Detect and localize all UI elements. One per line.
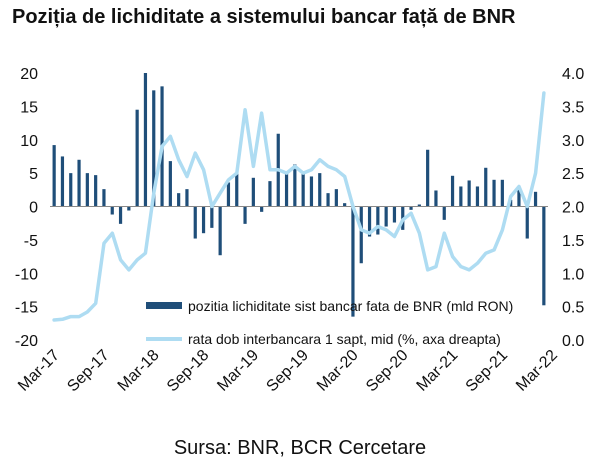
- bar: [293, 164, 297, 207]
- bar-series: [52, 73, 546, 317]
- bar: [177, 193, 181, 207]
- bar: [475, 186, 480, 207]
- x-tick-label: Mar-22: [513, 347, 561, 395]
- right-tick-label: 3.0: [562, 133, 584, 150]
- bar: [359, 206, 363, 264]
- left-tick-label: 0: [29, 200, 38, 217]
- bar: [251, 177, 255, 207]
- left-tick-label: -15: [15, 300, 38, 317]
- bar: [318, 173, 322, 207]
- bar: [127, 206, 131, 211]
- left-tick-label: -5: [24, 233, 38, 250]
- bar: [152, 90, 156, 207]
- bar: [193, 206, 197, 239]
- right-tick-label: 2.5: [562, 166, 584, 183]
- right-tick-label: 1.0: [562, 266, 584, 283]
- bar: [343, 203, 347, 207]
- bar: [135, 109, 139, 207]
- right-tick-label: 3.5: [562, 99, 584, 116]
- bar: [309, 176, 314, 207]
- left-tick-label: 5: [29, 166, 38, 183]
- x-tick-label: Mar-17: [15, 347, 63, 395]
- bar: [243, 206, 247, 224]
- bar: [110, 206, 114, 215]
- bar: [284, 173, 289, 207]
- left-axis-ticks: 20 15 10 5 0 -5 -10 -15 -20: [15, 66, 38, 350]
- source-note: Sursa: BNR, BCR Cercetare: [173, 437, 427, 459]
- bar: [442, 206, 446, 220]
- legend: pozitia lichiditate sist bancar fata de …: [146, 298, 513, 347]
- bar: [260, 206, 264, 212]
- bar: [268, 181, 272, 207]
- bar: [417, 204, 421, 207]
- bar: [210, 206, 214, 228]
- bar: [52, 145, 56, 207]
- bar: [492, 179, 496, 207]
- legend-line-label: rata dob interbancara 1 sapt, mid (%, ax…: [188, 331, 501, 347]
- left-tick-label: 20: [20, 66, 38, 83]
- bar: [301, 173, 305, 207]
- bar: [409, 206, 413, 210]
- x-tick-label: Sep-21: [463, 347, 512, 396]
- x-tick-label: Sep-20: [363, 347, 412, 396]
- bar: [60, 156, 65, 207]
- right-tick-label: 4.0: [562, 66, 584, 83]
- bar: [85, 173, 89, 207]
- bar: [334, 189, 338, 207]
- x-tick-label: Sep-19: [263, 347, 312, 396]
- left-tick-label: -10: [15, 266, 38, 283]
- bar: [434, 190, 438, 207]
- bar: [77, 159, 81, 207]
- right-tick-label: 0.5: [562, 300, 584, 317]
- x-tick-label: Mar-20: [314, 347, 362, 395]
- left-tick-label: -20: [15, 333, 38, 350]
- right-tick-label: 0.0: [562, 333, 584, 350]
- bar: [500, 179, 504, 207]
- bar: [351, 206, 355, 317]
- chart-title: Poziția de lichiditate a sistemului banc…: [12, 6, 516, 28]
- x-tick-label: Sep-18: [164, 347, 213, 396]
- bar: [326, 193, 330, 207]
- bar: [392, 206, 397, 223]
- line-series: [52, 91, 546, 322]
- right-tick-label: 1.5: [562, 233, 584, 250]
- bar: [459, 186, 463, 207]
- bar: [484, 167, 488, 207]
- x-tick-label: Mar-19: [214, 347, 262, 395]
- x-tick-label: Mar-21: [414, 347, 462, 395]
- x-axis-ticks: Mar-17 Sep-17 Mar-18 Sep-18 Mar-19 Sep-19 Mar-…: [15, 347, 561, 396]
- bar: [235, 173, 239, 207]
- bar: [94, 175, 98, 207]
- bar: [226, 182, 231, 207]
- bar: [143, 73, 148, 207]
- left-tick-label: 10: [20, 133, 38, 150]
- bar: [168, 161, 172, 207]
- right-tick-label: 2.0: [562, 200, 584, 217]
- bar: [517, 186, 521, 207]
- bar: [542, 206, 546, 306]
- legend-bar-label: pozitia lichiditate sist bancar fata de …: [188, 298, 513, 314]
- x-tick-label: Sep-17: [64, 347, 113, 396]
- bar: [384, 206, 388, 227]
- bar: [118, 206, 123, 224]
- x-tick-label: Mar-18: [115, 347, 163, 395]
- bar: [533, 191, 538, 207]
- bar: [69, 173, 73, 207]
- bar: [426, 149, 430, 207]
- bar: [218, 206, 222, 256]
- bar: [367, 206, 372, 237]
- bar: [185, 189, 189, 207]
- bar: [467, 180, 471, 207]
- left-tick-label: 15: [20, 99, 38, 116]
- interbank-rate-line: [52, 91, 546, 322]
- bar: [376, 206, 380, 235]
- bar: [525, 206, 529, 239]
- bar: [450, 175, 455, 207]
- right-axis-ticks: 4.0 3.5 3.0 2.5 2.0 1.5 1.0 0.5 0.0: [562, 66, 584, 350]
- legend-bar-swatch: [146, 302, 182, 309]
- bar: [201, 206, 206, 234]
- bar: [102, 189, 106, 207]
